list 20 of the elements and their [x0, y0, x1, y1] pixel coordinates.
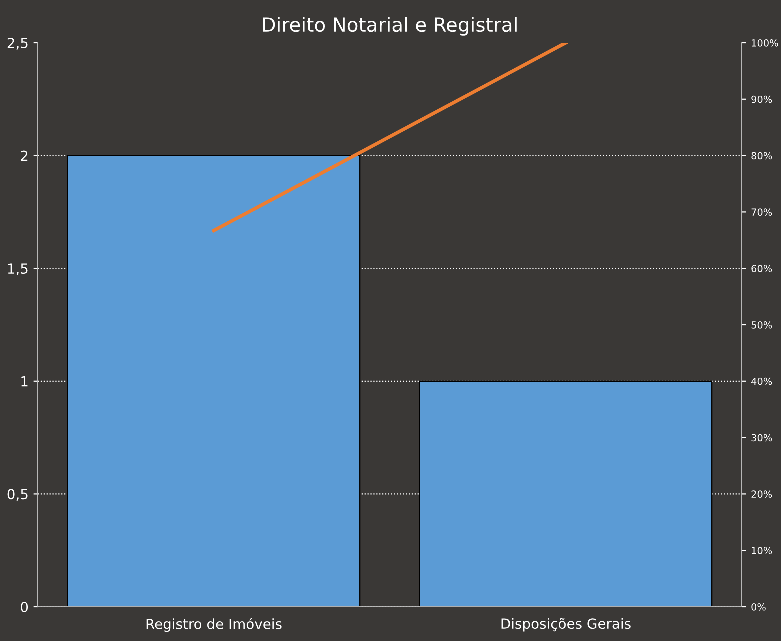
x-tick-label: Disposições Gerais: [502, 618, 631, 632]
y2-tick-label: 60%: [752, 265, 772, 272]
y2-tick-label: 0%: [752, 603, 766, 611]
y-tick-label: 2,5: [8, 38, 28, 50]
y2-tick-label: 90%: [752, 96, 772, 104]
y2-tick-label: 20%: [752, 490, 772, 498]
y-tick-label: 1,5: [8, 264, 28, 276]
y-tick-label: 2: [21, 150, 28, 162]
y-tick-label: 0: [21, 602, 28, 612]
chart-title: Direito Notarial e Registral: [263, 17, 517, 36]
y2-tick-label: 40%: [752, 378, 772, 386]
x-tick-label: Registro de Imóveis: [146, 618, 282, 632]
y2-tick-label: 30%: [752, 434, 772, 442]
y2-tick-label: 10%: [752, 547, 772, 554]
y2-tick-label: 100%: [752, 39, 778, 47]
y-tick-label: 0,5: [8, 489, 28, 502]
y2-tick-label: 70%: [752, 208, 772, 216]
y-tick-label: 1: [22, 376, 28, 387]
y2-tick-label: 50%: [752, 321, 772, 329]
y2-tick-label: 80%: [752, 152, 772, 160]
